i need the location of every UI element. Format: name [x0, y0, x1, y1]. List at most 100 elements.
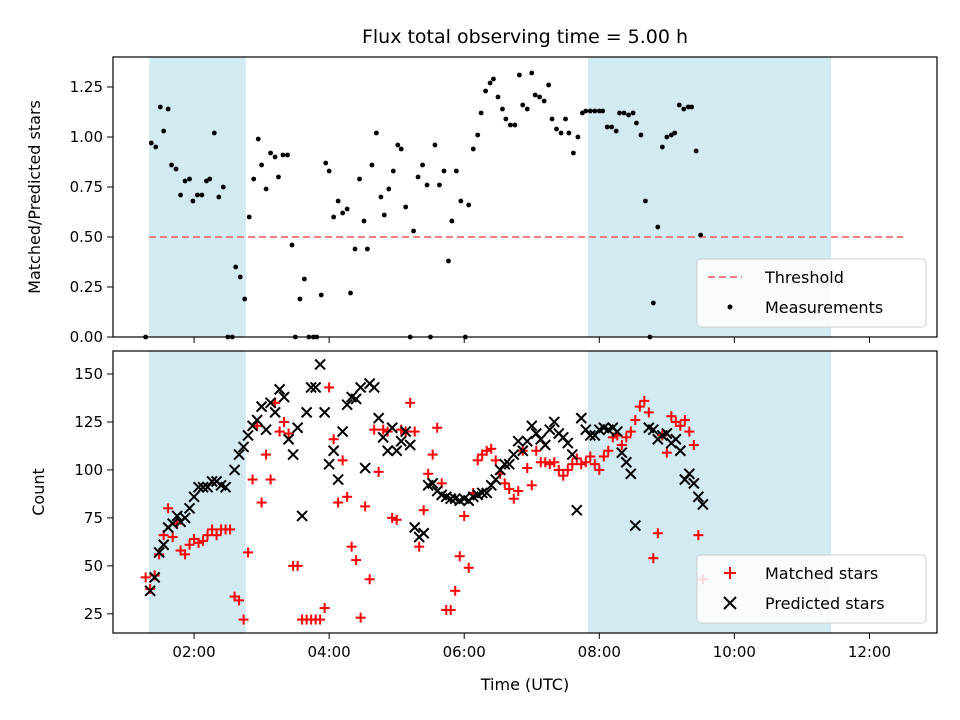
predicted-star-point	[508, 448, 520, 461]
measurement-point	[255, 136, 261, 142]
predicted-stars-points	[144, 358, 709, 597]
measurement-point	[583, 108, 589, 114]
predicted-star-point	[287, 448, 299, 461]
matched-star-point	[346, 541, 357, 552]
predicted-star-point	[278, 391, 290, 403]
measurement-point	[432, 142, 438, 148]
matched-star-point	[616, 440, 627, 450]
measurement-point	[424, 182, 430, 188]
matched-star-point	[499, 478, 510, 489]
matched-star-point	[693, 530, 704, 541]
predicted-star-point	[183, 502, 196, 515]
measurement-point	[237, 274, 243, 280]
matched-star-point	[531, 445, 542, 456]
predicted-star-point	[314, 358, 326, 371]
matched-star-point	[576, 459, 587, 470]
matched-star-point	[463, 562, 474, 573]
predicted-star-point	[291, 422, 304, 434]
matched-star-point	[522, 463, 533, 474]
matched-star-point	[355, 612, 366, 623]
matched-star-point	[652, 528, 663, 539]
predicted-star-point	[386, 422, 398, 434]
measurement-point	[613, 128, 619, 134]
predicted-star-point	[566, 448, 578, 461]
predicted-star-point	[192, 481, 205, 493]
measurement-point	[381, 212, 387, 218]
matched-star-point	[315, 614, 326, 625]
predicted-star-point	[206, 475, 218, 488]
top-panel: Flux total observing time = 5.00 h 0.000…	[25, 26, 938, 346]
measurement-point	[554, 126, 559, 132]
predicted-star-point	[332, 473, 344, 486]
matched-star-point	[180, 549, 191, 560]
predicted-star-point	[526, 420, 538, 432]
predicted-star-point	[381, 445, 394, 457]
measurement-point	[537, 94, 543, 100]
matched-star-point	[661, 447, 672, 458]
y-tick-label: 150	[74, 365, 103, 383]
matched-star-point	[603, 445, 614, 456]
measurement-point	[571, 150, 576, 156]
matched-star-point	[369, 424, 380, 435]
predicted-star-point	[282, 433, 295, 445]
predicted-star-point	[341, 399, 353, 411]
measurement-point	[148, 140, 154, 146]
matched-star-point	[247, 474, 258, 485]
matched-star-point	[544, 459, 555, 470]
matched-star-point	[472, 455, 483, 466]
predicted-star-point	[571, 504, 583, 516]
matched-star-point	[648, 553, 659, 564]
measurement-point	[365, 246, 370, 252]
measurement-point	[520, 102, 526, 108]
predicted-star-point	[269, 406, 281, 419]
measurement-point	[344, 206, 350, 212]
measurement-point	[357, 176, 362, 182]
measurement-point	[182, 178, 188, 184]
matched-star-point	[202, 530, 213, 541]
measurement-point	[563, 116, 568, 122]
measurement-point	[340, 210, 346, 216]
measurement-point	[600, 108, 606, 114]
y-tick-label: 75	[84, 509, 103, 527]
matched-star-point	[684, 426, 695, 437]
matched-star-point	[207, 524, 218, 535]
predicted-star-point	[548, 416, 560, 428]
measurement-point	[475, 132, 481, 138]
predicted-star-point	[354, 381, 367, 394]
bottom-x-ticks: 02:00 04:00 06:00 08:00 10:00 12:00	[172, 633, 891, 661]
legend-predicted-label: Predicted stars	[765, 594, 885, 613]
measurement-point	[165, 106, 171, 112]
top-legend-box	[696, 258, 927, 328]
measurement-point	[693, 148, 699, 154]
top-legend: Threshold Measurements	[696, 258, 927, 328]
matched-star-point	[292, 560, 303, 571]
y-tick-label: 0.00	[70, 328, 103, 346]
measurement-point	[470, 146, 476, 152]
predicted-star-point	[499, 458, 511, 470]
predicted-star-point	[273, 383, 286, 396]
predicted-star-point	[611, 425, 624, 438]
predicted-star-point	[674, 445, 687, 457]
predicted-star-point	[309, 381, 322, 394]
measurement-point	[546, 82, 552, 88]
measurement-point	[491, 76, 496, 82]
x-tick-label: 04:00	[308, 643, 351, 661]
measurement-point	[233, 264, 239, 270]
measurement-point	[369, 162, 375, 168]
matched-star-point	[198, 535, 209, 546]
matched-star-point	[342, 491, 353, 502]
measurement-point	[297, 296, 303, 302]
matched-star-point	[454, 551, 465, 562]
predicted-star-point	[417, 527, 430, 539]
matched-star-point	[154, 549, 165, 560]
measurement-point	[643, 198, 648, 204]
measurement-point	[626, 112, 631, 118]
matched-star-point	[409, 426, 420, 437]
matched-star-point	[324, 382, 335, 393]
measurement-point	[335, 198, 341, 204]
measurement-point	[500, 106, 505, 112]
bottom-y-axis-label: Count	[29, 468, 48, 516]
predicted-star-point	[157, 539, 170, 551]
measurement-point	[361, 218, 367, 224]
